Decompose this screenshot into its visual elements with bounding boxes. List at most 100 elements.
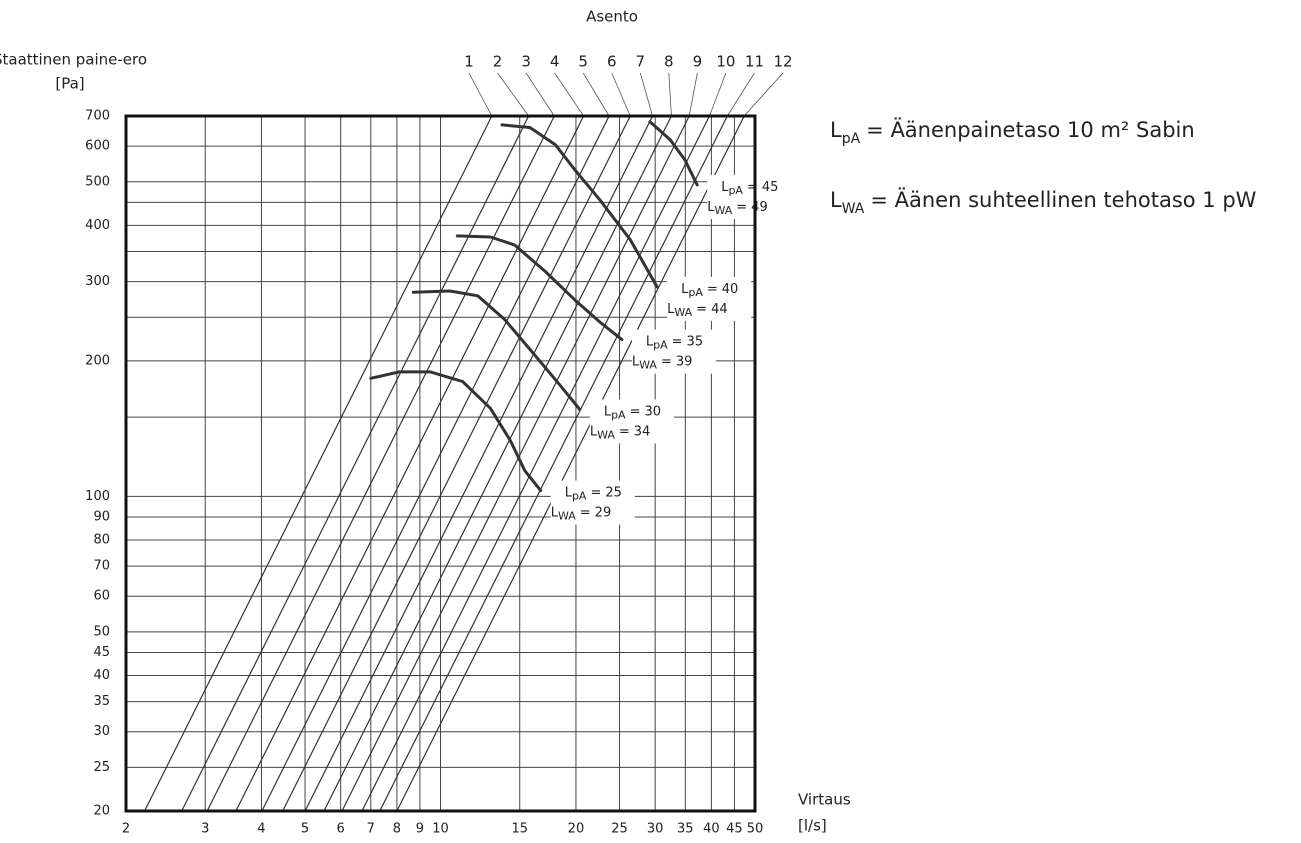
- symbol-sub: WA: [842, 201, 865, 217]
- y-axis-unit: [Pa]: [55, 75, 84, 93]
- x-tick-label: 2: [122, 822, 130, 837]
- leader-line: [468, 72, 493, 117]
- equals: =: [580, 505, 591, 520]
- x-tick-label: 6: [337, 822, 345, 837]
- legend-label: 3: [521, 53, 531, 71]
- equals: =: [590, 485, 601, 500]
- equals: =: [736, 199, 747, 214]
- lwa-label: LWA = 44: [667, 301, 728, 319]
- y-tick-label: 700: [85, 109, 110, 124]
- leader-line: [709, 72, 727, 117]
- symbol: L: [830, 188, 842, 212]
- sound-curve: [648, 120, 699, 187]
- leader-line: [639, 72, 653, 117]
- position-line: [341, 115, 690, 812]
- y-tick-label: 400: [85, 218, 110, 233]
- symbol-sub: WA: [714, 204, 732, 217]
- y-tick-label: 30: [93, 724, 110, 739]
- position-line: [379, 115, 728, 812]
- label-bg: [667, 276, 752, 321]
- equals: =: [630, 404, 641, 419]
- legend-label: 6: [607, 53, 617, 71]
- position-line: [323, 115, 672, 812]
- curve-value: 44: [711, 301, 728, 316]
- position-line: [144, 115, 493, 812]
- legend-label: 5: [578, 53, 588, 71]
- symbol-sub: WA: [597, 428, 615, 441]
- curve-value: 39: [676, 354, 693, 369]
- curve-value: 35: [687, 334, 704, 349]
- legend-label: 9: [693, 53, 703, 71]
- lwa-label: LWA = 29: [551, 505, 612, 523]
- lpa-label: LpA = 30: [604, 404, 661, 422]
- y-tick-label: 50: [93, 624, 110, 639]
- leader-line: [743, 72, 784, 117]
- lpa-label: LpA = 45: [721, 179, 778, 197]
- y-tick-label: 300: [85, 274, 110, 289]
- sound-curve: [500, 123, 659, 289]
- legend-entry: LWA = Äänen suhteellinen tehotaso 1 pW: [830, 187, 1257, 217]
- legend-label: 11: [745, 53, 764, 71]
- symbol-sub: WA: [674, 306, 692, 319]
- lpa-label: LpA = 25: [565, 485, 622, 503]
- position-line: [304, 115, 654, 812]
- symbol: L: [667, 301, 675, 316]
- equals: =: [747, 179, 758, 194]
- symbol-sub: WA: [639, 359, 657, 372]
- x-tick-label: 35: [677, 822, 694, 837]
- leader-line: [582, 72, 610, 117]
- symbol: L: [551, 505, 559, 520]
- y-tick-label: 600: [85, 139, 110, 154]
- symbol: L: [681, 281, 689, 296]
- sound-curve: [455, 234, 624, 342]
- legend-label: 4: [550, 53, 560, 71]
- curve-value: 30: [644, 404, 661, 419]
- series-label: Asento: [586, 8, 638, 26]
- legend-text: = Äänenpainetaso 10 m² Sabin: [866, 117, 1195, 142]
- x-tick-label: 5: [301, 822, 309, 837]
- leader-line: [726, 72, 755, 117]
- y-tick-label: 100: [85, 489, 110, 504]
- legend-entry: LpA = Äänenpainetaso 10 m² Sabin: [830, 117, 1195, 147]
- legend-label: 1: [464, 53, 474, 71]
- curve-value: 45: [762, 179, 779, 194]
- equals: =: [696, 301, 707, 316]
- y-tick-label: 45: [93, 645, 110, 660]
- symbol-sub: pA: [653, 339, 668, 352]
- y-tick-label: 60: [93, 589, 110, 604]
- x-tick-label: 7: [367, 822, 375, 837]
- symbol: L: [707, 199, 715, 214]
- label-bg: [707, 174, 792, 219]
- curve-value: 25: [605, 485, 622, 500]
- x-axis-unit: [l/s]: [798, 817, 827, 835]
- symbol: L: [646, 334, 654, 349]
- legend-label: 2: [493, 53, 503, 71]
- symbol-sub: pA: [611, 408, 626, 421]
- label-bg: [550, 480, 635, 525]
- x-tick-label: 4: [257, 822, 265, 837]
- y-tick-label: 90: [93, 509, 110, 524]
- y-tick-label: 35: [93, 694, 110, 709]
- y-axis-label: Staattinen paine-ero: [0, 51, 147, 69]
- symbol-sub: pA: [572, 490, 587, 503]
- position-line: [181, 115, 530, 812]
- equals: =: [672, 334, 683, 349]
- position-line: [396, 115, 745, 812]
- legend-text: = Äänen suhteellinen tehotaso 1 pW: [870, 187, 1256, 212]
- x-axis-label: Virtaus: [798, 791, 851, 809]
- leader-line: [554, 72, 584, 117]
- sound-curve: [411, 289, 582, 411]
- equals: =: [619, 424, 630, 439]
- lpa-label: LpA = 35: [646, 334, 703, 352]
- symbol: L: [565, 485, 573, 500]
- curve-value: 40: [722, 281, 739, 296]
- x-tick-label: 15: [511, 822, 528, 837]
- position-line: [261, 115, 610, 812]
- symbol-sub: pA: [688, 286, 703, 299]
- equals: =: [707, 281, 718, 296]
- symbol: L: [632, 354, 640, 369]
- symbol: L: [830, 118, 842, 142]
- label-bg: [589, 399, 674, 444]
- curve-value: 29: [595, 505, 612, 520]
